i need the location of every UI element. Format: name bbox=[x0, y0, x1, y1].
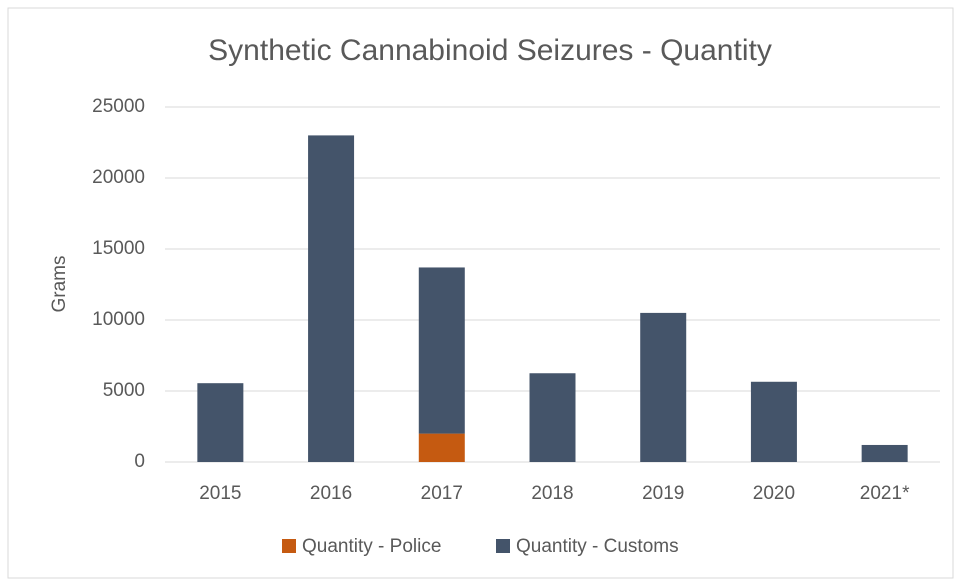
chart-title: Synthetic Cannabinoid Seizures - Quantit… bbox=[208, 34, 772, 67]
y-tick-label: 10000 bbox=[92, 309, 145, 330]
x-tick-label: 2019 bbox=[642, 483, 684, 504]
y-tick-label: 15000 bbox=[92, 238, 145, 259]
x-tick-label: 2021* bbox=[860, 483, 910, 504]
x-tick-label: 2017 bbox=[421, 483, 463, 504]
bar-segment bbox=[529, 373, 576, 462]
legend-label: Quantity - Police bbox=[302, 536, 441, 557]
chart-border bbox=[7, 7, 954, 579]
y-tick-label: 20000 bbox=[92, 167, 145, 188]
legend-swatch bbox=[282, 539, 296, 553]
bar-segment bbox=[418, 433, 465, 462]
legend-label: Quantity - Customs bbox=[516, 536, 679, 557]
x-tick-label: 2020 bbox=[753, 483, 795, 504]
y-tick-label: 5000 bbox=[103, 380, 145, 401]
bar-segment bbox=[197, 383, 244, 462]
y-tick-label: 0 bbox=[134, 451, 145, 472]
bar-segment bbox=[640, 312, 687, 462]
y-tick-label: 25000 bbox=[92, 96, 145, 117]
x-tick-label: 2018 bbox=[531, 483, 573, 504]
legend-swatch bbox=[496, 539, 510, 553]
x-tick-label: 2016 bbox=[310, 483, 352, 504]
bar-segment bbox=[418, 267, 465, 434]
bar-segment bbox=[750, 381, 797, 462]
x-tick-label: 2015 bbox=[199, 483, 241, 504]
y-axis-label: Grams bbox=[49, 256, 70, 313]
bar-segment bbox=[861, 444, 908, 462]
bar-segment bbox=[308, 135, 355, 462]
